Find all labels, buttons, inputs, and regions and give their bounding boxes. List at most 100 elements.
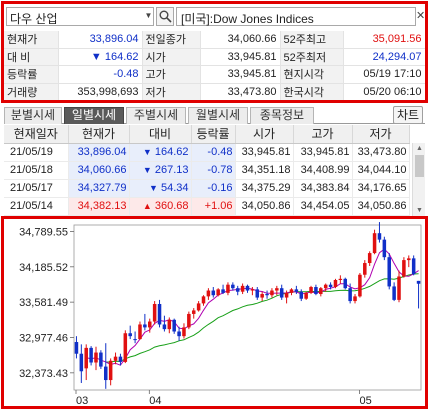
quote-value: 24,294.07 <box>343 48 426 67</box>
scroll-up-icon[interactable]: ▲ <box>416 145 423 152</box>
table-row[interactable]: 21/05/18 34,060.66 ▼ 267.13 -0.78 34,351.18 34… <box>4 161 410 180</box>
table-row[interactable]: 21/05/17 34,327.79 ▼ 54.34 -0.16 34,375.29 34,… <box>4 179 410 198</box>
candle-body <box>162 324 167 330</box>
x-tick-label: 04 <box>149 395 161 407</box>
cell-open: 34,351.18 <box>235 161 294 180</box>
candle-body <box>284 292 289 298</box>
quote-label: 52주최고 <box>280 31 344 49</box>
cell-rate: -0.48 <box>191 143 236 162</box>
candle-body <box>143 324 147 328</box>
cell-date: 21/05/17 <box>4 179 69 198</box>
candle-body <box>294 289 299 292</box>
candle-body <box>367 253 372 264</box>
cell-low: 33,473.80 <box>352 143 410 162</box>
down-arrow-icon: ▼ <box>142 147 152 157</box>
col-header-low[interactable]: 저가 <box>352 125 410 144</box>
candle-body <box>250 289 255 291</box>
candle-body <box>226 284 230 293</box>
y-tick-label: 32,373.43 <box>19 368 68 380</box>
cell-low: 34,176.65 <box>352 179 410 198</box>
quote-label: 시가 <box>142 48 201 67</box>
candle-body <box>187 313 191 328</box>
quote-row: 현재가 33,896.04 전일종가 34,060.66 52주최고 35,091.56 <box>4 31 426 49</box>
candle-body <box>182 327 186 337</box>
col-header-change[interactable]: 대비 <box>129 125 192 144</box>
y-tick-label: 34,789.55 <box>19 226 68 238</box>
candle-body <box>84 347 88 369</box>
cell-rate: -0.16 <box>191 179 236 198</box>
candle-body <box>392 286 396 300</box>
quote-row: 거래량 353,998,693 저가 33,473.80 한국시각 05/20 06:10 <box>4 83 426 102</box>
candle-body <box>387 257 391 287</box>
candle-body <box>402 260 406 277</box>
candle-body <box>245 285 250 291</box>
symbol-description: [미국]:Dow Jones Indices <box>176 7 416 26</box>
scroll-down-icon[interactable]: ▼ <box>416 207 423 214</box>
quote-value: 33,945.81 <box>200 48 281 67</box>
tab-minute[interactable]: 분별시세 <box>4 107 62 124</box>
chevron-down-icon[interactable]: ▼ <box>144 11 153 20</box>
candle-body <box>211 290 216 296</box>
table-scrollbar[interactable]: ▲ ▼ <box>412 143 425 216</box>
cell-change-value: 360.68 <box>154 200 189 212</box>
candle-body <box>397 276 401 300</box>
cell-high: 33,945.81 <box>293 143 353 162</box>
moving-average-5-line <box>86 248 419 366</box>
quote-label: 저가 <box>142 83 201 102</box>
col-header-close[interactable]: 현재가 <box>68 125 130 144</box>
quote-label: 현지시각 <box>280 65 344 84</box>
cell-date: 21/05/19 <box>4 143 69 162</box>
tab-monthly[interactable]: 월별시세 <box>188 107 248 124</box>
chart-button[interactable]: 차트 <box>393 106 423 124</box>
cell-open: 34,375.29 <box>235 179 294 198</box>
candle-body <box>270 290 274 296</box>
table-row[interactable]: 21/05/19 33,896.04 ▼ 164.62 -0.48 33,945.81 33… <box>4 143 410 162</box>
tab-daily[interactable]: 일별시세 <box>64 107 124 124</box>
candle-body <box>157 303 162 325</box>
candle-body <box>314 287 318 295</box>
candle-body <box>416 280 421 284</box>
moving-average-20-line <box>105 273 419 363</box>
quote-value: 35,091.56 <box>343 31 426 49</box>
candle-body <box>279 288 284 298</box>
up-arrow-icon: ▲ <box>142 201 152 211</box>
candle-body <box>333 280 338 288</box>
cell-rate: +1.06 <box>191 197 236 216</box>
symbol-input[interactable]: 다우 산업 <box>6 7 154 26</box>
candle-body <box>201 296 206 304</box>
candlestick-chart[interactable]: 34,789.55 34,185.52 33,581.49 32,977.46 32,3… <box>2 217 427 408</box>
candle-body <box>79 353 84 372</box>
tab-weekly[interactable]: 주별시세 <box>126 107 186 124</box>
cell-low: 34,050.86 <box>352 197 410 216</box>
candle-body <box>221 289 225 293</box>
candle-body <box>363 263 367 275</box>
candle-body <box>123 333 128 362</box>
candle-body <box>358 274 362 297</box>
quote-row: 등락률 -0.48 고가 33,945.81 현지시각 05/19 17:10 <box>4 65 426 84</box>
candle-body <box>235 288 240 292</box>
candle-body <box>152 303 157 322</box>
close-icon[interactable]: ✕ <box>416 10 426 22</box>
candle-body <box>323 284 328 289</box>
candle-body <box>108 360 113 381</box>
tab-stock-info[interactable]: 종목정보 <box>250 107 314 124</box>
quote-value: -0.48 <box>58 65 143 84</box>
search-button[interactable] <box>156 7 174 26</box>
cell-high: 34,454.05 <box>293 197 353 216</box>
candle-body <box>240 285 245 292</box>
candle-body <box>118 356 123 362</box>
quote-label: 전일종가 <box>142 31 201 49</box>
y-tick-label: 32,977.46 <box>19 332 68 344</box>
col-header-open[interactable]: 시가 <box>235 125 294 144</box>
cell-change: ▼ 267.13 <box>129 161 192 180</box>
candle-body <box>133 339 137 341</box>
candle-body <box>382 239 387 258</box>
cell-change: ▼ 164.62 <box>129 143 192 162</box>
cell-change-value: 54.34 <box>160 182 189 194</box>
col-header-date[interactable]: 현재일자 <box>4 125 69 144</box>
scroll-thumb[interactable] <box>415 155 424 177</box>
candle-body <box>265 294 269 296</box>
col-header-high[interactable]: 고가 <box>293 125 353 144</box>
col-header-rate[interactable]: 등락률 <box>191 125 236 144</box>
table-row[interactable]: 21/05/14 34,382.13 ▲ 360.68 +1.06 34,050.86 34… <box>4 197 410 216</box>
